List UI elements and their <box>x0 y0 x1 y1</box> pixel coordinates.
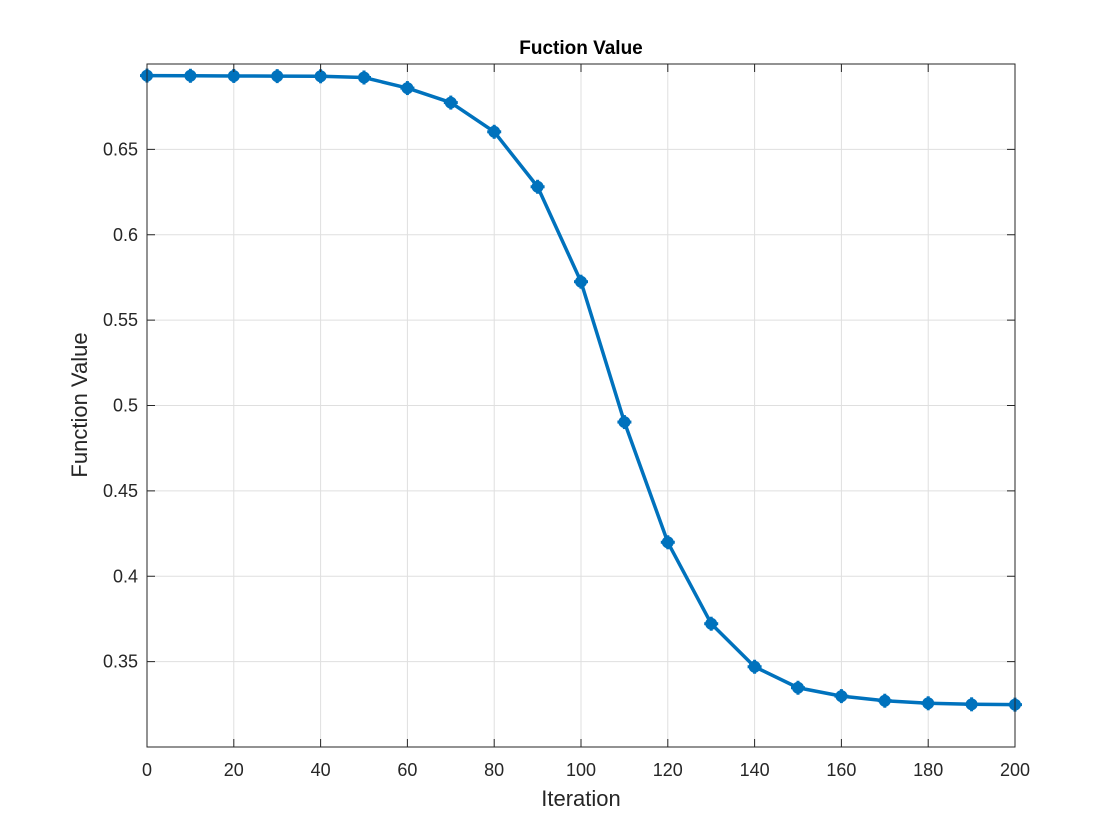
data-point <box>574 274 588 289</box>
x-tick-label: 160 <box>826 760 856 780</box>
x-tick-label: 60 <box>397 760 417 780</box>
series-layer <box>140 68 1022 712</box>
data-point <box>313 69 328 84</box>
y-tick-label: 0.35 <box>103 652 138 672</box>
data-point <box>660 535 675 550</box>
data-point <box>357 70 371 85</box>
data-point <box>877 693 892 708</box>
data-point <box>791 680 805 695</box>
x-axis-label: Iteration <box>541 786 621 811</box>
x-tick-label: 120 <box>653 760 683 780</box>
x-tick-label: 80 <box>484 760 504 780</box>
data-point <box>617 415 632 430</box>
x-tick-label: 40 <box>311 760 331 780</box>
ticks: 0 20 40 60 80 100 120 140 160 180 200 0.35 0.4 0.45 0.… <box>103 64 1030 780</box>
data-point <box>400 81 415 96</box>
y-tick-label: 0.65 <box>103 139 138 159</box>
x-tick-label: 140 <box>740 760 770 780</box>
y-tick-label: 0.4 <box>113 566 138 586</box>
data-point <box>183 68 198 83</box>
data-point <box>443 95 458 110</box>
data-point <box>704 616 719 631</box>
data-point <box>964 697 979 712</box>
y-tick-label: 0.5 <box>113 396 138 416</box>
y-tick-label: 0.6 <box>113 225 138 245</box>
data-point <box>921 696 936 711</box>
x-tick-label: 0 <box>142 760 152 780</box>
data-point <box>834 689 849 704</box>
y-axis-label: Function Value <box>67 332 92 477</box>
y-tick-label: 0.55 <box>103 310 138 330</box>
data-point <box>747 659 762 674</box>
x-tick-label: 180 <box>913 760 943 780</box>
data-point <box>226 68 241 83</box>
data-point <box>270 69 285 84</box>
x-tick-label: 100 <box>566 760 596 780</box>
data-point <box>487 124 502 139</box>
y-tick-label: 0.45 <box>103 481 138 501</box>
x-tick-label: 20 <box>224 760 244 780</box>
data-point <box>530 179 545 194</box>
chart-title: Fuction Value <box>519 38 643 59</box>
x-tick-label: 200 <box>1000 760 1030 780</box>
